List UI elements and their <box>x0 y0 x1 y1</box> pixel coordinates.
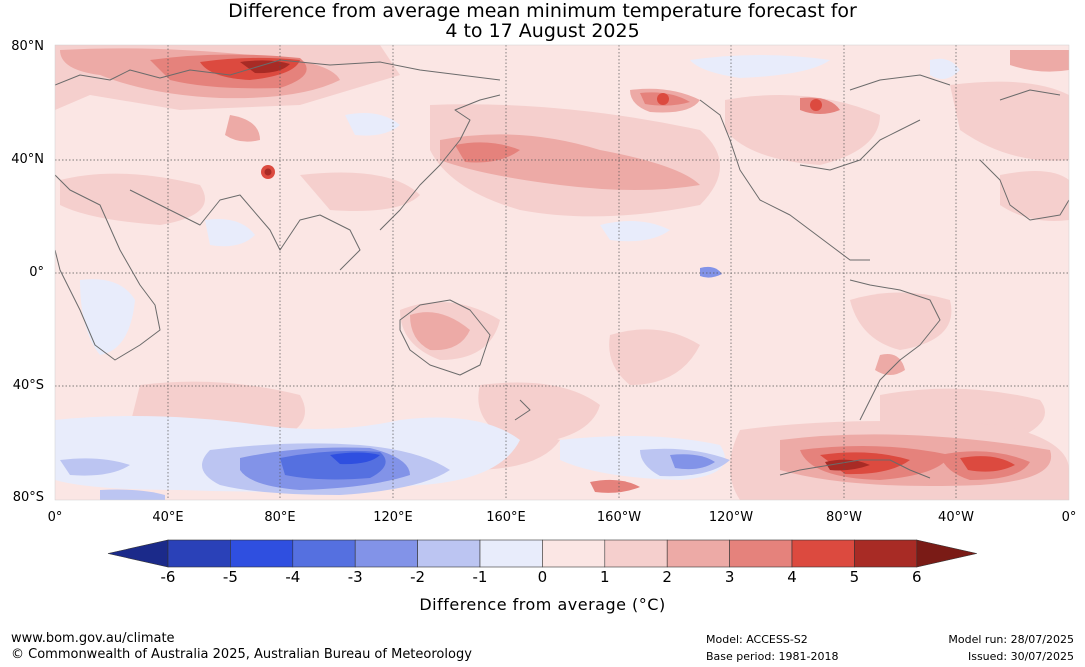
lon-label: 160°E <box>486 510 526 525</box>
colorbar-tick-label: -6 <box>160 568 176 586</box>
anomaly-neg-4-5-regions <box>330 452 380 465</box>
colorbar-tick-label: -5 <box>222 568 238 586</box>
colorbar-tick-label: 0 <box>537 568 548 586</box>
lon-label: 80°E <box>264 510 296 525</box>
colorbar-tick-label: 3 <box>724 568 735 586</box>
colorbar-tick-label: -3 <box>347 568 363 586</box>
colorbar-segment <box>292 539 356 568</box>
colorbar-segment <box>354 539 418 568</box>
map-title: Difference from average mean minimum tem… <box>228 0 857 22</box>
model-run-text: Model run: 28/07/2025 <box>948 633 1074 646</box>
lon-label: 0° <box>47 510 63 525</box>
colorbar-segment <box>542 539 606 568</box>
lon-label: 160°W <box>596 510 642 525</box>
map-subtitle: 4 to 17 August 2025 <box>445 20 640 42</box>
lon-label: 40°E <box>152 510 184 525</box>
colorbar-tick-label: 1 <box>600 568 610 586</box>
lat-label: 80°S <box>12 490 44 505</box>
lon-label: 0° <box>1061 510 1077 525</box>
colorbar-tick-label: -4 <box>285 568 301 586</box>
lat-label: 0° <box>29 265 44 280</box>
model-text: Model: ACCESS-S2 <box>706 633 808 646</box>
lon-label: 80°W <box>826 510 862 525</box>
anomaly-5-6-regions <box>240 60 870 471</box>
colorbar-segment <box>729 539 793 568</box>
colorbar-tick-label: -2 <box>410 568 426 586</box>
colorbar-tick-label: 6 <box>912 568 922 586</box>
colorbar-tick-label: 4 <box>787 568 797 586</box>
colorbar-segment <box>604 539 668 568</box>
colorbar-tick-label: -1 <box>472 568 488 586</box>
colorbar-tick-label: 2 <box>662 568 672 586</box>
colorbar-segment <box>479 539 543 568</box>
coastlines <box>55 59 1069 479</box>
colorbar-label: Difference from average (°C) <box>419 595 666 614</box>
lat-label: 80°N <box>11 39 44 54</box>
lon-label: 120°E <box>373 510 413 525</box>
colorbar-arrow-right <box>916 539 977 568</box>
colorbar-tick-label: 5 <box>849 568 860 586</box>
base-period-text: Base period: 1981-2018 <box>706 650 839 663</box>
copyright-text: © Commonwealth of Australia 2025, Austra… <box>11 647 472 662</box>
lat-label: 40°N <box>11 152 44 167</box>
graticule <box>55 45 1069 500</box>
colorbar-segment <box>417 539 481 568</box>
colorbar-segment <box>854 539 918 568</box>
colorbar-segment <box>230 539 294 568</box>
colorbar-arrow-left <box>107 539 169 568</box>
colorbar-segment <box>791 539 855 568</box>
lat-label: 40°S <box>12 378 44 393</box>
colorbar-segment <box>167 539 231 568</box>
website-text: www.bom.gov.au/climate <box>11 631 175 646</box>
lon-label: 120°W <box>708 510 754 525</box>
colorbar-segment <box>666 539 730 568</box>
lon-label: 40°W <box>938 510 974 525</box>
issued-text: Issued: 30/07/2025 <box>967 650 1074 663</box>
